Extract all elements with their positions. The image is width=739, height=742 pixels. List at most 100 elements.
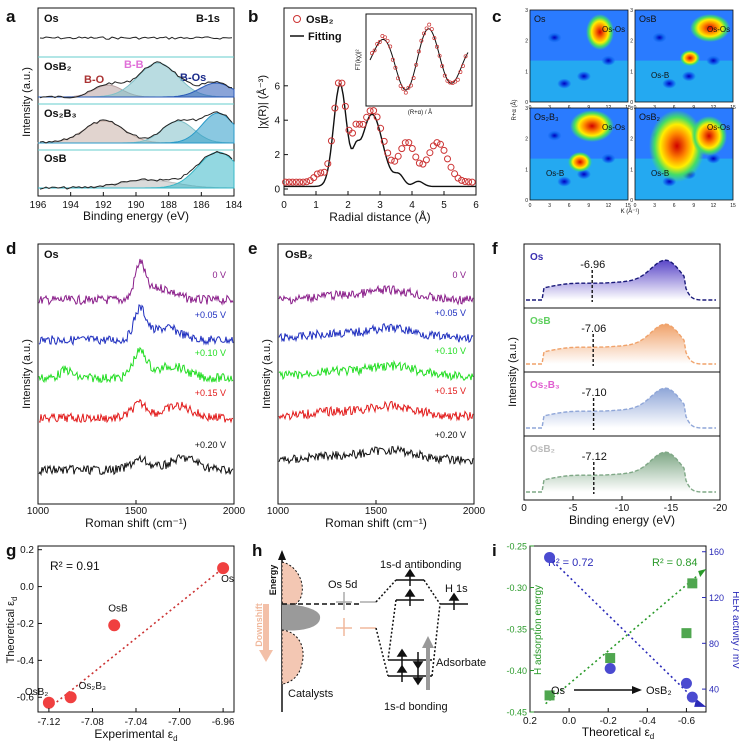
inset-data-point — [432, 36, 437, 41]
inset-data-point — [377, 40, 382, 44]
osb2-data-point — [401, 139, 409, 147]
left-fit-line — [545, 574, 699, 705]
osb2-data-point — [461, 178, 469, 185]
dband-fill-0 — [526, 260, 716, 300]
scatter-point-2 — [108, 619, 121, 632]
panel-a-tick-label: 186 — [193, 200, 210, 211]
legend-marker-data — [293, 15, 301, 23]
wavelet-map-2-label-osb: Os-B — [546, 169, 564, 178]
panel-a: a Os B-1s OsB₂ Os₂B₃ OsB B-O B-B B-Os 19… — [6, 7, 243, 223]
panel-label-d: d — [6, 239, 16, 258]
raman-potential-label-4: +0.20 V — [435, 430, 466, 440]
osb2-data-point — [352, 120, 360, 128]
raman-trace-4 — [38, 454, 234, 477]
osb2-data-point — [334, 79, 342, 87]
panel-i-r2-left: R² = 0.72 — [548, 557, 594, 569]
osb2-data-point — [341, 102, 349, 110]
osb2-data-point — [422, 156, 430, 164]
raman-trace-1 — [278, 322, 474, 344]
panel-g-ytick-label: 0.2 — [20, 545, 34, 556]
panel-b-ytick-label: 0 — [274, 185, 280, 196]
panel-b-curves — [282, 79, 476, 188]
panel-b-ticks: 0 1 2 3 4 5 6 0 2 4 6 — [274, 81, 479, 211]
inset-data-point — [372, 48, 377, 53]
raman-trace-3 — [38, 398, 234, 424]
panel-d-frame — [37, 243, 235, 505]
inset-data-point — [458, 70, 463, 74]
inset-data-point — [396, 76, 400, 81]
panel-i-ytick-right-label: 40 — [709, 685, 719, 695]
panel-d: d Os 0 V +0.05 V +0.10 V +0.15 V +0.20 V 100… — [6, 239, 246, 530]
osb2-data-point — [296, 178, 304, 186]
panel-i-from-label: Os — [551, 685, 566, 697]
inset-data-point — [422, 31, 426, 36]
wavelet-map-0-node-3 — [557, 78, 572, 89]
panel-e-raman-traces: 0 V +0.05 V +0.10 V +0.15 V +0.20 V — [278, 270, 474, 466]
inset-data-point — [435, 44, 439, 49]
panel-a-tick-label: 196 — [30, 200, 47, 211]
raman-tick-label: 1500 — [125, 506, 148, 517]
inset-data-point — [429, 27, 434, 32]
osb2-data-point — [419, 160, 427, 168]
downshift-label: Downshift — [254, 603, 264, 647]
dband-fill-1 — [526, 324, 716, 364]
wavelet-map-3-xtick: 12 — [711, 203, 717, 209]
wavelet-map-3-peak-1 — [691, 116, 727, 156]
inset-data-point — [419, 38, 424, 43]
wavelet-map-1-frame — [634, 9, 734, 103]
panel-label-f: f — [492, 239, 498, 258]
wavelet-map-1-peak-0 — [690, 14, 730, 42]
raman-trace-4 — [278, 444, 474, 466]
panel-i-xtick-label: -0.4 — [639, 716, 657, 727]
osb2-data-point — [458, 176, 466, 184]
osb2-data-point — [451, 170, 459, 178]
dband-tick-label: -20 — [713, 503, 728, 514]
raman-potential-label-1: +0.05 V — [195, 310, 226, 320]
raman-trace-1 — [38, 304, 234, 346]
inset-data-point — [403, 90, 408, 95]
left-fit-arrow-icon — [698, 569, 707, 578]
osb2-data-point — [398, 145, 406, 153]
inset-data-point — [440, 64, 445, 69]
osb2-data-point — [317, 169, 325, 177]
panel-label-i: i — [492, 541, 497, 560]
dband-sample-name-1: OsB — [530, 316, 551, 327]
peak-label-b-b: B-B — [124, 59, 144, 71]
wavelet-map-0-peak-0 — [586, 14, 614, 50]
raman-potential-label-4: +0.20 V — [195, 440, 226, 450]
h1s-label: H 1s — [445, 583, 468, 595]
panel-g-ytick-label: 0.0 — [20, 582, 34, 593]
fitting-line — [284, 82, 476, 188]
os5d-label: Os 5d — [328, 579, 357, 591]
electron-arrows — [396, 568, 460, 686]
panel-c: c OsOs-Os036912150123OsBOs-OsOs-B0369121… — [492, 7, 736, 215]
wavelet-map-2-xtick: 0 — [529, 203, 532, 209]
osb2-data-point — [447, 163, 455, 171]
inset-data-point — [370, 51, 374, 56]
wavelet-map-3-label-osos: Os-Os — [707, 123, 730, 132]
raman-tick-label: 2000 — [463, 506, 486, 517]
panel-b-ytick-label: 4 — [274, 116, 280, 127]
h-adsorption-point-3 — [687, 578, 698, 589]
osb2-data-point — [465, 178, 473, 186]
os5d-levels — [336, 592, 376, 636]
downshift-arrow-icon — [259, 650, 273, 662]
osb2-data-point — [415, 159, 423, 167]
wavelet-map-2-xtick: 6 — [568, 203, 571, 209]
osb2-data-point — [363, 113, 371, 121]
panel-i-ytick-left-label: -0.45 — [506, 708, 527, 718]
antibonding-label: 1s-d antibonding — [380, 559, 461, 571]
wavelet-map-0-ytick: 1 — [525, 69, 528, 75]
raman-potential-label-3: +0.15 V — [435, 386, 466, 396]
wavelet-map-2-frame — [529, 107, 629, 201]
panel-g-ytick-label: -0.2 — [17, 619, 35, 630]
xps-component-osb2-2 — [38, 82, 235, 98]
wavelet-map-2-xtick: 12 — [606, 203, 612, 209]
panel-a-tick-label: 192 — [95, 200, 112, 211]
inset-data-point — [375, 42, 380, 46]
panel-i-ytick-left-label: -0.35 — [506, 625, 527, 635]
osb2-data-point — [313, 170, 321, 178]
raman-tick-label: 2000 — [223, 506, 246, 517]
adsorbate-arrow-icon — [422, 636, 434, 648]
